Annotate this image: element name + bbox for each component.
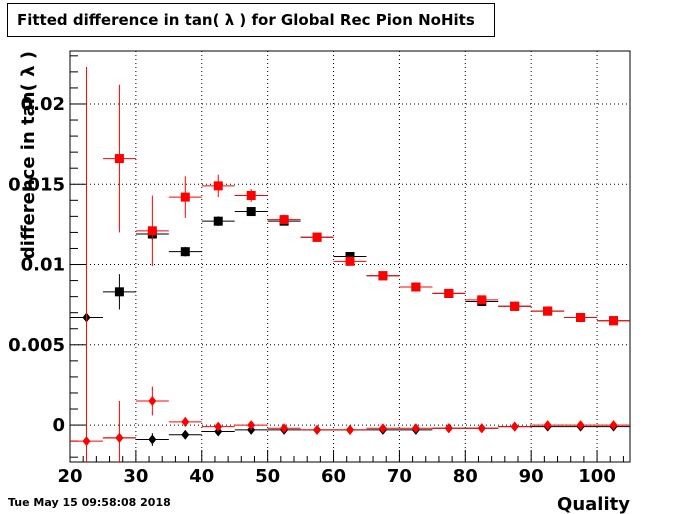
data-point-square: [477, 295, 487, 305]
data-point-square: [114, 154, 124, 164]
data-point-square: [213, 181, 223, 191]
data-point-diamond: [477, 423, 486, 434]
y-tick-label: 0.005: [8, 335, 65, 356]
data-point-diamond: [346, 424, 354, 435]
x-tick-label: 80: [453, 466, 478, 487]
data-point-square: [279, 215, 289, 225]
chart-title: Fitted difference in tan( λ ) for Global…: [7, 3, 495, 37]
x-tick-label: 50: [255, 466, 280, 487]
series-1: [102, 84, 630, 326]
data-point-square: [510, 301, 520, 311]
axis-ticks: 20 30 40 50 60 70 80 90 100 0 0.005 0.01 0.015 0.02: [8, 55, 624, 487]
data-point-diamond: [313, 424, 322, 435]
data-point-square: [411, 282, 421, 292]
data-point-diamond: [82, 436, 91, 447]
data-point-diamond: [378, 423, 387, 434]
data-point-diamond: [115, 432, 124, 443]
data-point-diamond: [576, 420, 585, 431]
data-point-diamond: [280, 423, 289, 434]
data-point-square: [246, 190, 256, 200]
data-point-diamond: [214, 421, 223, 432]
data-point-diamond: [543, 420, 552, 431]
data-point-square: [444, 288, 454, 298]
y-tick-label: 0.02: [21, 94, 65, 115]
data-point-square: [543, 306, 553, 316]
data-point-square: [312, 232, 322, 242]
data-point-square: [345, 256, 355, 266]
data-point-square: [345, 252, 355, 261]
x-tick-label: 90: [519, 466, 544, 487]
x-tick-label: 30: [123, 466, 148, 487]
x-tick-label: 40: [189, 466, 214, 487]
y-axis-label: difference in tan( λ ): [18, 51, 39, 259]
data-point-square: [576, 313, 586, 323]
data-point-diamond: [181, 416, 190, 427]
datestamp: Tue May 15 09:58:08 2018: [8, 496, 171, 509]
data-point-square: [213, 216, 223, 226]
y-tick-label: 0.01: [21, 255, 65, 276]
x-axis-label: Quality: [557, 494, 630, 514]
data-point-diamond: [510, 421, 519, 432]
y-tick-label: 0.015: [8, 174, 65, 195]
data-point-diamond: [181, 429, 190, 440]
data-point-square: [180, 247, 190, 257]
x-tick-label: 20: [57, 466, 82, 487]
data-point-square: [114, 287, 124, 297]
x-tick-label: 60: [321, 466, 346, 487]
data-point-diamond: [609, 420, 618, 431]
data-point-diamond: [247, 420, 256, 431]
data-point-diamond: [148, 395, 157, 406]
data-point-diamond: [148, 434, 157, 445]
data-point-diamond: [411, 423, 420, 434]
series-3: [70, 67, 630, 462]
data-point-square: [180, 192, 190, 202]
data-point-diamond: [444, 423, 453, 434]
y-tick-label: 0: [52, 415, 65, 436]
x-tick-label: 70: [387, 466, 412, 487]
data-point-square: [246, 207, 256, 217]
data-point-square: [378, 271, 388, 281]
data-point-square: [609, 316, 619, 326]
x-tick-label: 100: [578, 466, 616, 487]
data-marks: [70, 67, 630, 462]
data-point-square: [147, 226, 157, 236]
